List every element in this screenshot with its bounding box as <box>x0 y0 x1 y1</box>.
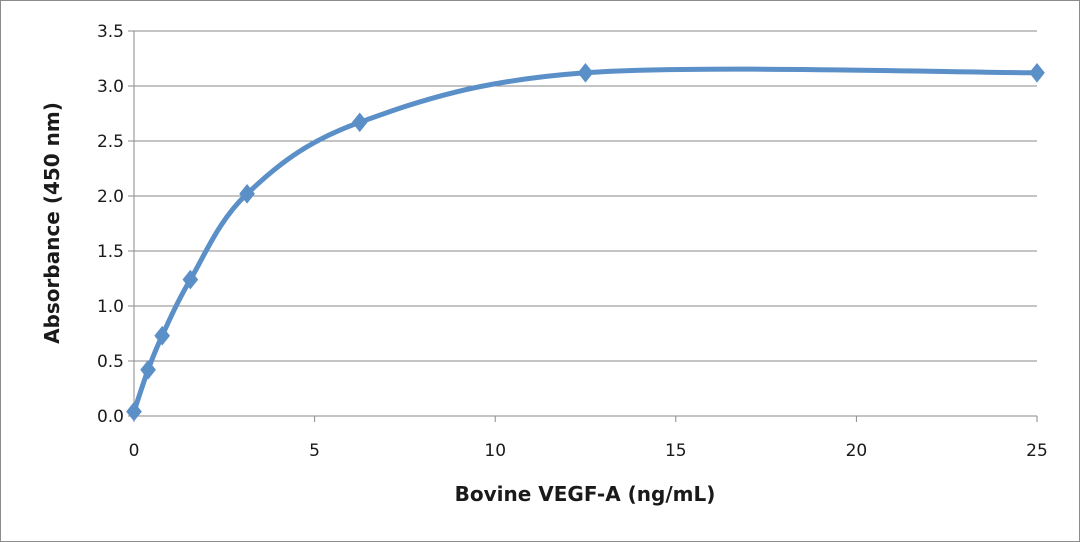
data-point-marker <box>1029 62 1045 83</box>
y-tick-label: 3.0 <box>97 77 124 97</box>
data-point-marker <box>126 401 142 422</box>
y-axis-title: Absorbance (450 nm) <box>40 102 64 344</box>
x-axis-title: Bovine VEGF-A (ng/mL) <box>455 482 716 506</box>
data-point-marker <box>182 269 199 290</box>
data-point-marker <box>351 112 368 133</box>
x-tick-labels: 0 5 10 15 20 25 <box>129 441 1048 461</box>
x-tick-label: 10 <box>484 441 506 461</box>
y-tick-label: 2.5 <box>97 132 124 152</box>
x-tick-label: 5 <box>309 441 320 461</box>
series-line <box>131 66 1040 415</box>
y-tick-label: 0.5 <box>97 352 124 372</box>
data-point-marker <box>239 183 255 204</box>
axes <box>128 30 1038 422</box>
data-point-marker <box>577 62 594 83</box>
y-tick-label: 1.5 <box>97 242 124 262</box>
y-tick-label: 2.0 <box>97 187 124 207</box>
data-point-marker <box>140 359 156 380</box>
y-tick-label: 0.0 <box>97 407 124 427</box>
gridlines <box>134 30 1037 362</box>
y-tick-label: 3.5 <box>97 22 124 42</box>
y-tick-labels: 0.0 0.5 1.0 1.5 2.0 2.5 3.0 3.5 <box>97 22 124 427</box>
x-tick-label: 20 <box>846 441 868 461</box>
x-tick-label: 15 <box>665 441 687 461</box>
y-tick-label: 1.0 <box>97 297 124 317</box>
data-point-marker <box>154 325 171 346</box>
x-tick-label: 0 <box>129 441 140 461</box>
series-group <box>126 62 1045 422</box>
x-tick-label: 25 <box>1026 441 1048 461</box>
